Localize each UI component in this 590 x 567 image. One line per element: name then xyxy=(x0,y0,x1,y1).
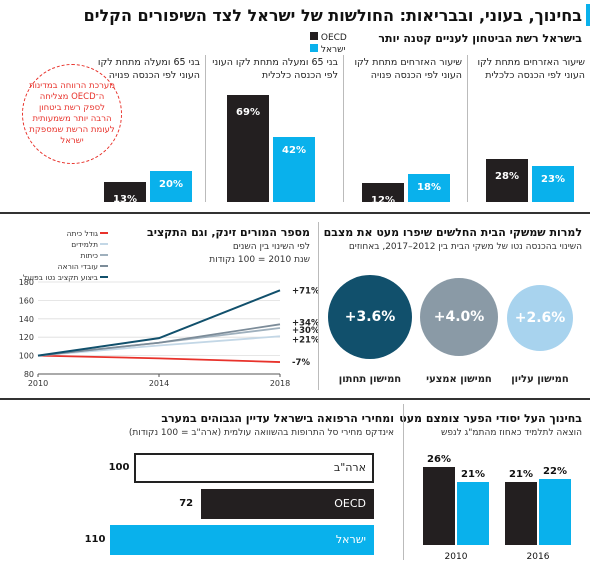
bar-israel xyxy=(539,479,571,545)
bar-israel xyxy=(408,174,450,202)
price-row-label: ארה"ב xyxy=(333,461,366,474)
title-accent-bar xyxy=(586,4,590,26)
legend-israel-label: ישראל xyxy=(320,45,346,55)
bar-oecd-label: 13% xyxy=(113,193,137,205)
bar-oecd xyxy=(486,158,528,202)
legend-label: גודל כיתה xyxy=(67,229,98,238)
group-label-2: שיעור האזרחים מתחת לקו העוני לפי הכנסה פ… xyxy=(354,57,462,81)
bubble-label-upper: חמישון עליון xyxy=(511,374,569,385)
education-subtitle: הוצאה לתלמיד כאחוז מהתמ"ג לנפש xyxy=(440,428,582,438)
page-title: בחינוך, בעוני, ובבריאות: החולשות של ישרא… xyxy=(83,6,582,25)
bar-oecd-label: 28% xyxy=(495,170,519,182)
bar-israel-label: 42% xyxy=(282,144,306,156)
y-tick-label: 140 xyxy=(19,315,34,324)
legend-oecd-label: OECD xyxy=(320,33,347,43)
poverty-bar-chart: 28% 12% 69% 13% 23% 18% 42% 20% xyxy=(0,0,590,210)
series-end-label: -7% xyxy=(292,358,310,368)
education-header: בחינוך העל יסודי הפער צומצם מעט xyxy=(399,412,582,425)
divider xyxy=(343,55,344,202)
price-value-label: 72 xyxy=(179,498,194,509)
legend-label: תלמידים xyxy=(71,240,98,249)
x-tick-label: 2018 xyxy=(270,379,290,388)
bar-oecd xyxy=(362,183,404,202)
bar-oecd xyxy=(505,482,537,545)
bar-israel-label: 20% xyxy=(159,179,183,190)
price-value-label: 100 xyxy=(108,462,130,473)
bubble-lower: +3.6% xyxy=(328,275,412,359)
bar-israel-label: 18% xyxy=(417,182,441,194)
series-end-label: +21% xyxy=(292,335,318,345)
bubble-middle: +4.0% xyxy=(420,278,498,356)
group-label-4: בני 65 ומעלה מתחת לקו העוני לפי הכנסה פנ… xyxy=(97,57,200,81)
education-bar-chart: 26% 21% 2010 21% 22% 2016 xyxy=(408,440,590,567)
bar-oecd xyxy=(104,181,146,202)
top-header: בישראל רשת הביטחון לעניים קטנה יותר xyxy=(378,32,582,45)
price-value-label: 110 xyxy=(84,534,106,545)
price-bar xyxy=(134,453,374,483)
divider xyxy=(403,404,404,560)
top-legend: OECD ישראל xyxy=(310,32,347,56)
price-row-label: ישראל xyxy=(335,533,366,546)
bar-israel xyxy=(150,171,192,202)
year-label: 2016 xyxy=(526,552,550,562)
series-end-label: +34% xyxy=(292,318,318,328)
bar-oecd-label: 69% xyxy=(236,107,260,119)
bar-oecd-label: 26% xyxy=(427,454,451,465)
y-tick-label: 80 xyxy=(24,370,34,379)
teachers-header: מספר המורים זינק, וגם התקציב xyxy=(147,226,310,239)
bar-israel-label: 22% xyxy=(543,466,567,477)
group-label-3: בני 65 ומעלה מתחת לקו העוני לפי הכנסה כל… xyxy=(212,57,338,81)
legend-label: ביצוע תקציב נטו בפועל xyxy=(23,273,99,282)
price-bar xyxy=(110,525,374,555)
y-tick-label: 180 xyxy=(19,278,34,287)
teachers-subtitle-2: שנת 2010 = 100 נקודות xyxy=(209,255,310,265)
prices-subtitle: אינדקס מחירי סל התרופות בהשוואה עולמית (… xyxy=(128,428,394,438)
bar-oecd-label: 12% xyxy=(371,195,395,207)
bar-oecd xyxy=(227,95,269,202)
legend-oecd-swatch xyxy=(310,32,318,40)
bubble-upper: +2.6% xyxy=(507,285,573,351)
section-rule xyxy=(0,398,590,400)
x-tick-label: 2010 xyxy=(28,379,48,388)
legend-label: עובדי הוראה xyxy=(58,262,99,271)
bubble-label-lower: חמישון תחתון xyxy=(338,374,402,385)
divider xyxy=(205,55,206,202)
series-line xyxy=(37,289,281,357)
section-rule xyxy=(0,212,590,214)
note-text: מערכת הרווחה במדינות ה־OECD מצליחה לספק … xyxy=(28,81,115,146)
divider xyxy=(318,222,319,390)
series-end-label: +71% xyxy=(292,286,318,296)
bar-israel xyxy=(273,136,315,202)
note-circle: מערכת הרווחה במדינות ה־OECD מצליחה לספק … xyxy=(22,64,122,164)
bar-israel xyxy=(532,166,574,202)
bar-oecd xyxy=(423,467,455,545)
price-bar-chart: 100 ארה"ב 72 OECD 110 ישראל xyxy=(0,440,400,567)
bubble-label-middle: חמישון אמצעי xyxy=(426,374,492,385)
price-bar xyxy=(201,489,374,519)
divider xyxy=(467,55,468,202)
line-chart-svg: 80 100 120 140 160 180 2010 2014 2018 +71% +34%+30… xyxy=(19,229,320,388)
teachers-line-chart: 80 100 120 140 160 180 2010 2014 2018 +71% +34% +30… xyxy=(0,222,320,397)
series-end-label: +30% xyxy=(292,326,318,336)
bar-israel xyxy=(457,482,489,545)
bar-israel-label: 23% xyxy=(541,174,565,186)
series-line xyxy=(37,335,281,357)
group-label-1: שיעור האזרחים מתחת לקו העוני לפי הכנסה כ… xyxy=(477,57,585,81)
price-row-label: OECD xyxy=(334,497,366,510)
y-tick-label: 100 xyxy=(19,352,34,361)
teachers-subtitle-1: לפי השינוי בין השנים xyxy=(232,242,310,252)
legend-israel-swatch xyxy=(310,44,318,52)
bar-oecd-label: 21% xyxy=(509,469,533,480)
y-tick-label: 120 xyxy=(19,333,34,342)
series-line xyxy=(37,354,281,363)
prices-header: ומחירי הרפואה בישראל עדיין הגבוהים במערב xyxy=(161,412,394,425)
bubbles-subtitle: השינוי בהכנסה נטו של משקי הבית בין 2012–… xyxy=(348,242,582,252)
y-tick-label: 160 xyxy=(19,296,34,305)
legend-label: כיתות xyxy=(80,251,98,260)
bubbles-header: למרות שמשקי הבית החלשים שיפרו מעט את מצב… xyxy=(323,226,582,239)
series-line xyxy=(37,323,281,357)
x-tick-label: 2014 xyxy=(149,379,169,388)
bar-israel-label: 21% xyxy=(461,469,485,480)
year-label: 2010 xyxy=(444,552,468,562)
